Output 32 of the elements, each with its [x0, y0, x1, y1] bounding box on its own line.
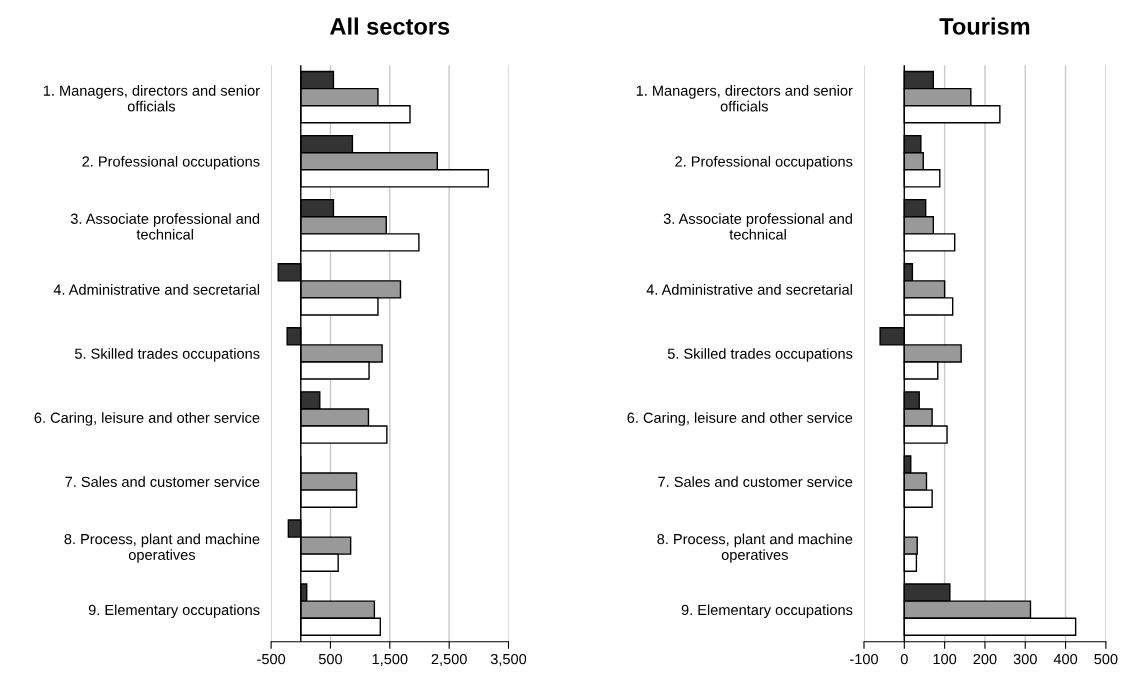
x-tick-label: 2,500 — [431, 653, 467, 666]
x-tick-label: 400 — [1053, 653, 1078, 665]
y-tick-label: 6. Caring, leisure and other service — [627, 412, 853, 426]
x-tick-label: 1,500 — [372, 653, 408, 666]
y-tick-label: 6. Caring, leisure and other service — [34, 412, 260, 426]
x-tick-label: 3,500 — [490, 653, 527, 666]
chart-title: Tourism — [939, 17, 1030, 35]
y-tick-label: 9. Elementary occupations — [681, 604, 853, 618]
y-tick-label: 3. Associate professional and technical — [70, 213, 260, 240]
y-tick-label: 8. Process, plant and machine operatives — [657, 533, 853, 563]
x-tick-label: 0 — [900, 653, 908, 665]
y-tick-label: 4. Administrative and secretarial — [53, 284, 260, 295]
y-tick-label: 5. Skilled trades occupations — [667, 348, 853, 362]
chart-title: All sectors — [330, 17, 450, 35]
y-tick-label: 3. Associate professional and technical — [663, 213, 852, 240]
y-tick-label: 5. Skilled trades occupations — [74, 348, 260, 362]
y-tick-label: 4. Administrative and secretarial — [646, 284, 852, 295]
x-tick-label: -500 — [257, 653, 286, 665]
y-tick-label: 1. Managers, directors and senior officials — [636, 85, 853, 112]
y-tick-label: 7. Sales and customer service — [65, 476, 260, 487]
y-tick-label: 8. Process, plant and machine operatives — [64, 533, 260, 563]
y-tick-label: 1. Managers, directors and senior officials — [43, 85, 260, 112]
x-tick-label: 500 — [1094, 653, 1118, 665]
x-tick-label: 100 — [933, 653, 957, 665]
y-tick-label: 2. Professional occupations — [675, 155, 853, 170]
x-tick-label: -100 — [850, 653, 879, 665]
y-tick-label: 9. Elementary occupations — [88, 604, 260, 618]
x-tick-label: 200 — [973, 653, 997, 665]
x-tick-label: 500 — [318, 653, 343, 665]
y-tick-label: 7. Sales and customer service — [658, 476, 853, 487]
y-tick-label: 2. Professional occupations — [82, 155, 260, 170]
x-tick-label: 300 — [1013, 653, 1037, 665]
